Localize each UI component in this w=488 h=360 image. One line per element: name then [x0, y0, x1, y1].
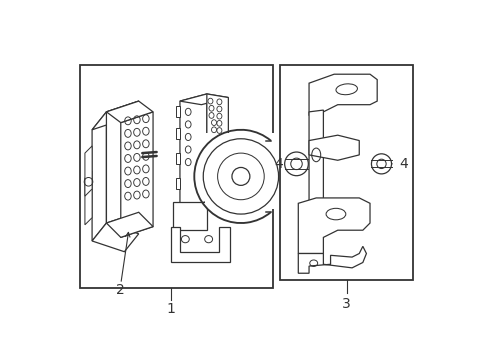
Text: 3: 3	[342, 297, 350, 311]
Circle shape	[371, 154, 391, 174]
Polygon shape	[171, 226, 230, 262]
Bar	[175, 107, 180, 117]
Polygon shape	[92, 112, 106, 241]
Polygon shape	[180, 94, 228, 105]
Polygon shape	[308, 74, 376, 116]
Polygon shape	[308, 110, 323, 209]
Text: 4: 4	[399, 157, 407, 171]
Text: 2: 2	[116, 283, 125, 297]
Circle shape	[203, 139, 278, 214]
Circle shape	[231, 167, 249, 185]
Polygon shape	[106, 101, 139, 223]
Text: 4: 4	[274, 157, 283, 171]
Bar	[175, 128, 180, 139]
Polygon shape	[85, 171, 92, 225]
Polygon shape	[92, 223, 139, 252]
Polygon shape	[298, 246, 366, 273]
Polygon shape	[308, 135, 359, 160]
Polygon shape	[106, 101, 153, 123]
Polygon shape	[92, 101, 139, 130]
Circle shape	[284, 152, 308, 176]
Bar	[175, 178, 180, 189]
Polygon shape	[206, 94, 228, 205]
Bar	[204, 134, 276, 209]
Bar	[80, 65, 273, 288]
Bar	[175, 153, 180, 164]
Bar	[280, 65, 412, 280]
Polygon shape	[106, 212, 153, 237]
Polygon shape	[298, 198, 369, 253]
Polygon shape	[180, 94, 206, 209]
Polygon shape	[121, 112, 153, 237]
Polygon shape	[172, 202, 206, 230]
Text: 1: 1	[166, 302, 175, 316]
Polygon shape	[85, 146, 92, 196]
